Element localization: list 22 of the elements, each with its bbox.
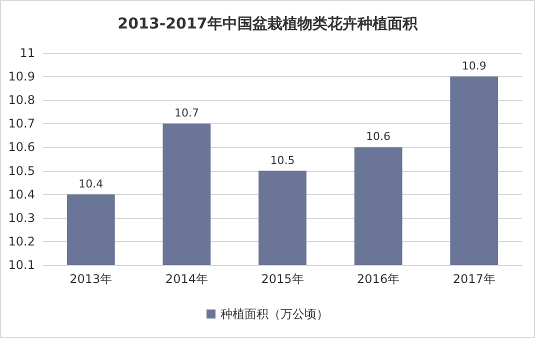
- y-tick-label: 10.6: [8, 140, 35, 154]
- y-tick-label: 11: [20, 46, 35, 60]
- x-tick-label: 2013年: [70, 272, 112, 286]
- x-tick-label: 2015年: [261, 272, 304, 286]
- x-tick-label: 2014年: [165, 272, 208, 286]
- legend-label: 种植面积（万公顷）: [220, 307, 328, 321]
- data-label: 10.5: [270, 154, 295, 167]
- y-tick-label: 10.7: [8, 116, 35, 131]
- data-label: 10.6: [366, 130, 391, 144]
- x-tick-label: 2017年: [452, 272, 496, 286]
- y-tick-label: 10.9: [8, 70, 35, 84]
- y-tick-label: 10.4: [8, 187, 35, 202]
- y-tick-label: 10.5: [8, 164, 35, 178]
- y-tick-label: 10.2: [8, 234, 35, 248]
- y-tick-label: 10.8: [8, 93, 35, 108]
- y-tick-label: 10.3: [8, 210, 35, 225]
- data-label: 10.7: [174, 106, 199, 120]
- y-tick-label: 10.1: [8, 258, 35, 272]
- data-label: 10.4: [78, 177, 104, 190]
- x-tick-label: 2016年: [357, 272, 400, 286]
- chart-title: 2013-2017年中国盆栽植物类花卉种植面积: [118, 14, 418, 32]
- data-label: 10.9: [462, 60, 486, 73]
